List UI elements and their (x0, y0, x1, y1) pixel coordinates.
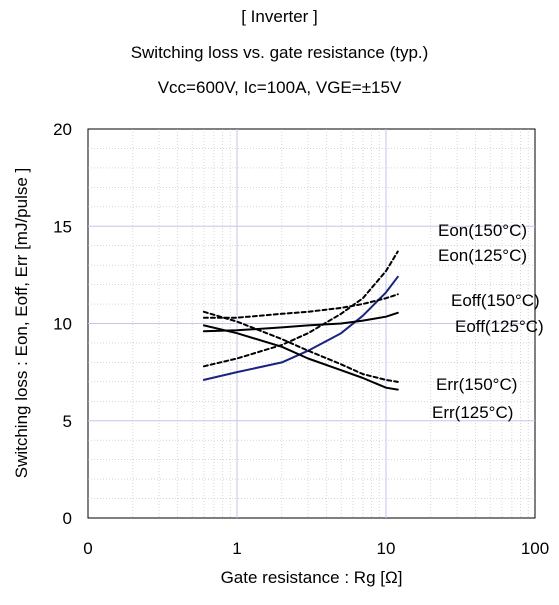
y-tick-label: 0 (63, 509, 72, 528)
x-axis-label: Gate resistance : Rg [Ω] (220, 568, 403, 587)
y-tick-label: 15 (53, 217, 72, 236)
chart-title-line-3: Vcc=600V, Ic=100A, VGE=±15V (157, 78, 402, 97)
y-tick-label: 20 (53, 120, 72, 139)
series-group (202, 250, 399, 391)
series-label: Err(150°C) (436, 375, 517, 394)
y-tick-label: 5 (63, 412, 72, 431)
chart-title-line-1: [ Inverter ] (241, 7, 318, 26)
series-line (202, 311, 399, 333)
series-label: Eon(125°C) (438, 246, 527, 265)
series-line (202, 275, 399, 381)
series-line (202, 310, 399, 383)
x-tick-label: 10 (377, 539, 396, 558)
series-label: Eon(150°C) (438, 221, 527, 240)
legend-labels: Eon(150°C) Eon(125°C) Eoff(150°C) Eoff(125°… (432, 221, 544, 422)
series-label: Eoff(125°C) (455, 317, 544, 336)
chart-title-line-2: Switching loss vs. gate resistance (typ.… (130, 43, 429, 62)
x-tick-label: 1 (232, 539, 241, 558)
grid (88, 129, 535, 518)
series-label: Eoff(150°C) (451, 291, 540, 310)
y-axis-label: Switching loss : Eon, Eoff, Err [mJ/puls… (12, 167, 31, 479)
x-tick-label: 0 (83, 539, 92, 558)
axis-ticks: 0 5 10 15 20 0 1 10 100 (53, 120, 549, 558)
y-tick-label: 10 (53, 315, 72, 334)
x-tick-label: 100 (521, 539, 549, 558)
series-label: Err(125°C) (432, 403, 513, 422)
series-line (202, 293, 399, 319)
series-line (202, 324, 399, 391)
